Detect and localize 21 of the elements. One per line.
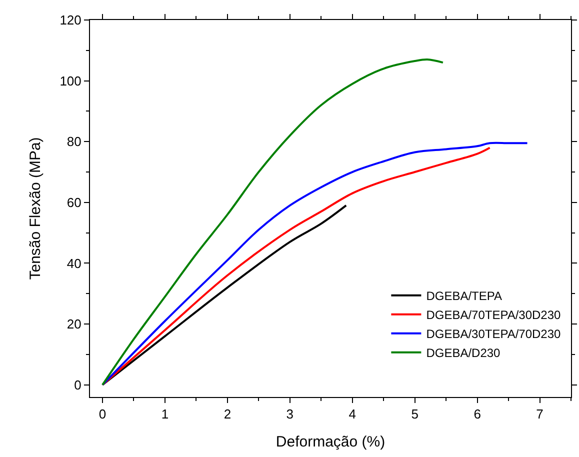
x-tick-label: 1 — [161, 406, 169, 422]
y-tick-label: 100 — [60, 73, 82, 88]
y-tick-label: 0 — [74, 377, 82, 392]
x-tick-label: 2 — [224, 406, 232, 422]
x-tick-label: 3 — [286, 406, 294, 422]
x-tick-label: 6 — [474, 406, 481, 422]
y-tick-label: 80 — [66, 134, 82, 150]
x-tick-label: 4 — [348, 406, 356, 422]
x-tick-label: 0 — [98, 406, 106, 422]
y-tick-label: 20 — [66, 316, 82, 332]
y-tick-label: 120 — [60, 12, 82, 28]
y-tick-label: 40 — [66, 256, 82, 271]
legend-label: DGEBA/D230 — [426, 346, 501, 360]
x-tick-label: 5 — [411, 406, 418, 422]
y-tick-label: 60 — [66, 194, 82, 210]
x-tick-label: 7 — [536, 406, 544, 422]
x-axis-title: Deformação (%) — [276, 434, 386, 451]
legend-label: DGEBA/70TEPA/30D230 — [426, 308, 562, 322]
y-axis-title: Tensão Flexão (MPa) — [26, 137, 44, 280]
legend-label: DGEBA/30TEPA/70D230 — [426, 327, 562, 342]
legend-label: DGEBA/TEPA — [426, 289, 502, 304]
